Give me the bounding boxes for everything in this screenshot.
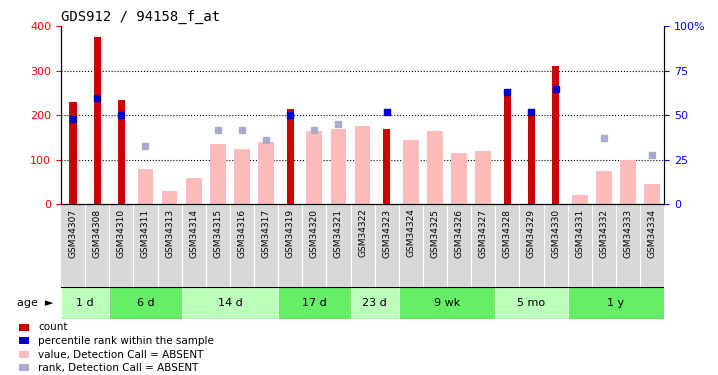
Bar: [138, 169, 154, 204]
Bar: [383, 129, 391, 204]
Text: GSM34324: GSM34324: [406, 209, 415, 257]
Text: GSM34320: GSM34320: [310, 209, 319, 258]
Bar: [258, 142, 274, 204]
Text: percentile rank within the sample: percentile rank within the sample: [38, 336, 214, 346]
Bar: [19, 351, 29, 358]
Text: GSM34310: GSM34310: [117, 209, 126, 258]
Bar: [186, 178, 202, 204]
Bar: [596, 171, 612, 204]
Text: age  ►: age ►: [17, 298, 54, 308]
Bar: [93, 38, 101, 204]
Bar: [398, 287, 495, 319]
Bar: [234, 149, 250, 204]
Text: 5 mo: 5 mo: [518, 298, 546, 308]
Bar: [182, 287, 278, 319]
Text: GSM34316: GSM34316: [238, 209, 246, 258]
Bar: [286, 109, 294, 204]
Text: 6 d: 6 d: [136, 298, 154, 308]
Bar: [70, 102, 77, 204]
Text: GSM34322: GSM34322: [358, 209, 367, 257]
Bar: [109, 287, 182, 319]
Text: GSM34314: GSM34314: [190, 209, 198, 258]
Text: value, Detection Call = ABSENT: value, Detection Call = ABSENT: [38, 350, 203, 360]
Text: rank, Detection Call = ABSENT: rank, Detection Call = ABSENT: [38, 363, 198, 373]
Bar: [278, 287, 350, 319]
Bar: [307, 131, 322, 204]
Text: GSM34332: GSM34332: [600, 209, 608, 258]
Text: GSM34326: GSM34326: [454, 209, 464, 258]
Text: count: count: [38, 322, 67, 332]
Text: 1 d: 1 d: [76, 298, 94, 308]
Bar: [644, 184, 660, 204]
Text: GSM34333: GSM34333: [623, 209, 633, 258]
Bar: [427, 131, 443, 204]
Text: GSM34321: GSM34321: [334, 209, 343, 258]
Text: GSM34331: GSM34331: [575, 209, 584, 258]
Text: GSM34307: GSM34307: [69, 209, 78, 258]
Bar: [495, 287, 568, 319]
Bar: [61, 287, 109, 319]
Text: GSM34323: GSM34323: [382, 209, 391, 258]
Text: GSM34327: GSM34327: [479, 209, 488, 258]
Bar: [552, 66, 559, 204]
Bar: [355, 126, 370, 204]
Bar: [568, 287, 664, 319]
Text: GSM34328: GSM34328: [503, 209, 512, 258]
Text: 14 d: 14 d: [218, 298, 242, 308]
Bar: [162, 191, 177, 204]
Text: GSM34330: GSM34330: [551, 209, 560, 258]
Text: 23 d: 23 d: [363, 298, 387, 308]
Bar: [620, 160, 636, 204]
Bar: [118, 100, 125, 204]
Bar: [504, 88, 511, 204]
Bar: [330, 129, 346, 204]
Bar: [19, 337, 29, 344]
Text: GSM34308: GSM34308: [93, 209, 102, 258]
Text: 17 d: 17 d: [302, 298, 327, 308]
Bar: [350, 287, 398, 319]
Text: GSM34319: GSM34319: [286, 209, 294, 258]
Text: GDS912 / 94158_f_at: GDS912 / 94158_f_at: [61, 10, 220, 24]
Text: GSM34329: GSM34329: [527, 209, 536, 258]
Bar: [19, 364, 29, 372]
Bar: [403, 140, 419, 204]
Text: GSM34313: GSM34313: [165, 209, 174, 258]
Bar: [19, 324, 29, 331]
Text: 9 wk: 9 wk: [434, 298, 460, 308]
Bar: [210, 144, 225, 204]
Text: GSM34315: GSM34315: [213, 209, 223, 258]
Text: GSM34317: GSM34317: [261, 209, 271, 258]
Bar: [451, 153, 467, 204]
Bar: [475, 151, 491, 204]
Text: GSM34311: GSM34311: [141, 209, 150, 258]
Text: GSM34334: GSM34334: [648, 209, 656, 258]
Bar: [528, 116, 535, 204]
Text: GSM34325: GSM34325: [431, 209, 439, 258]
Text: 1 y: 1 y: [607, 298, 625, 308]
Bar: [572, 195, 587, 204]
